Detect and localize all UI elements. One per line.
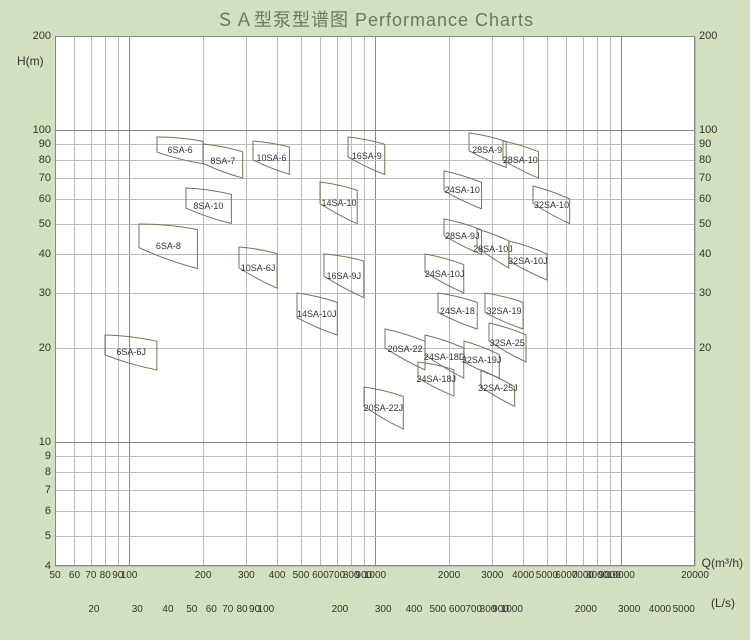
x-tick-label-bottom: 4000 [649, 604, 671, 615]
y-tick-label: 7 [45, 484, 51, 496]
grid-h [55, 566, 695, 567]
y-tick-label: 90 [39, 138, 51, 150]
y-tick-label-right: 70 [699, 172, 711, 184]
x-axis-title-top: Q(m³/h) [702, 556, 743, 570]
x-tick-label-bottom: 200 [332, 604, 349, 615]
x-tick-label-bottom: 500 [429, 604, 446, 615]
x-tick-label-bottom: 40 [162, 604, 173, 615]
y-tick-label: 50 [39, 218, 51, 230]
x-tick-label-bottom: 30 [132, 604, 143, 615]
x-tick-label-bottom: 80 [236, 604, 247, 615]
x-tick-label-bottom: 20 [88, 604, 99, 615]
y-tick-label: 8 [45, 466, 51, 478]
x-tick-label-bottom: 600 [449, 604, 466, 615]
plot-area: H(m) Q(m³/h) (L/s) 456789102020303040405… [55, 36, 695, 566]
y-tick-label-right: 50 [699, 218, 711, 230]
y-tick-label: 100 [33, 124, 51, 136]
x-tick-label-bottom: 60 [206, 604, 217, 615]
y-tick-label-right: 90 [699, 138, 711, 150]
y-tick-label-right: 30 [699, 287, 711, 299]
x-tick-label-bottom: 50 [186, 604, 197, 615]
x-tick-label-bottom: 100 [258, 604, 275, 615]
plot-border [55, 36, 695, 566]
x-tick-label-bottom: 3000 [618, 604, 640, 615]
y-tick-label: 80 [39, 154, 51, 166]
x-tick-label-bottom: 300 [375, 604, 392, 615]
chart-container: ＳＡ型泵型谱图 Performance Charts H(m) Q(m³/h) … [0, 0, 750, 640]
y-tick-label: 10 [39, 436, 51, 448]
y-tick-label: 9 [45, 450, 51, 462]
x-tick-label-bottom: 400 [406, 604, 423, 615]
y-tick-label: 70 [39, 172, 51, 184]
y-tick-label: 60 [39, 193, 51, 205]
y-axis-title: H(m) [17, 54, 44, 68]
chart-title: ＳＡ型泵型谱图 Performance Charts [0, 6, 750, 32]
x-tick-label-bottom: 2000 [575, 604, 597, 615]
y-tick-label-right: 200 [699, 30, 717, 42]
y-tick-label-right: 60 [699, 193, 711, 205]
y-tick-label-right: 100 [699, 124, 717, 136]
y-tick-label-right: 20 [699, 342, 711, 354]
x-tick-label-bottom: 5000 [673, 604, 695, 615]
y-tick-label-right: 80 [699, 154, 711, 166]
y-tick-label: 200 [33, 30, 51, 42]
y-tick-label: 5 [45, 530, 51, 542]
y-tick-label-right: 40 [699, 248, 711, 260]
y-tick-label: 20 [39, 342, 51, 354]
x-tick-label-bottom: 70 [222, 604, 233, 615]
x-tick-label-bottom: 1000 [501, 604, 523, 615]
y-tick-label: 6 [45, 505, 51, 517]
y-tick-label: 30 [39, 287, 51, 299]
x-axis-title-bottom: (L/s) [711, 596, 735, 610]
grid-v [695, 36, 696, 566]
y-tick-label: 40 [39, 248, 51, 260]
